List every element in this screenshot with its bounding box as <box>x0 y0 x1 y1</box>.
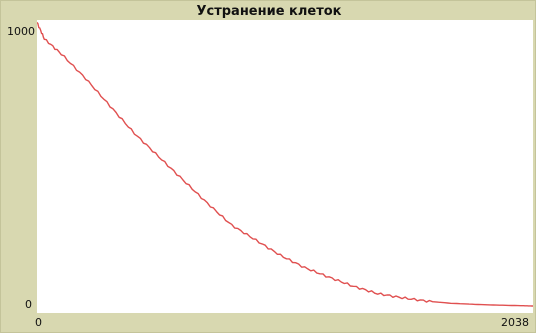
x-tick-label-min: 0 <box>35 316 42 329</box>
plot-title: Устранение клеток <box>196 4 342 19</box>
plot-canvas <box>37 21 533 307</box>
series-line <box>37 21 533 307</box>
plot-area <box>37 20 533 313</box>
y-tick-label-min: 0 <box>25 298 32 311</box>
y-tick-label-max: 1000 <box>7 25 35 38</box>
x-tick-label-max: 2038 <box>501 316 529 329</box>
